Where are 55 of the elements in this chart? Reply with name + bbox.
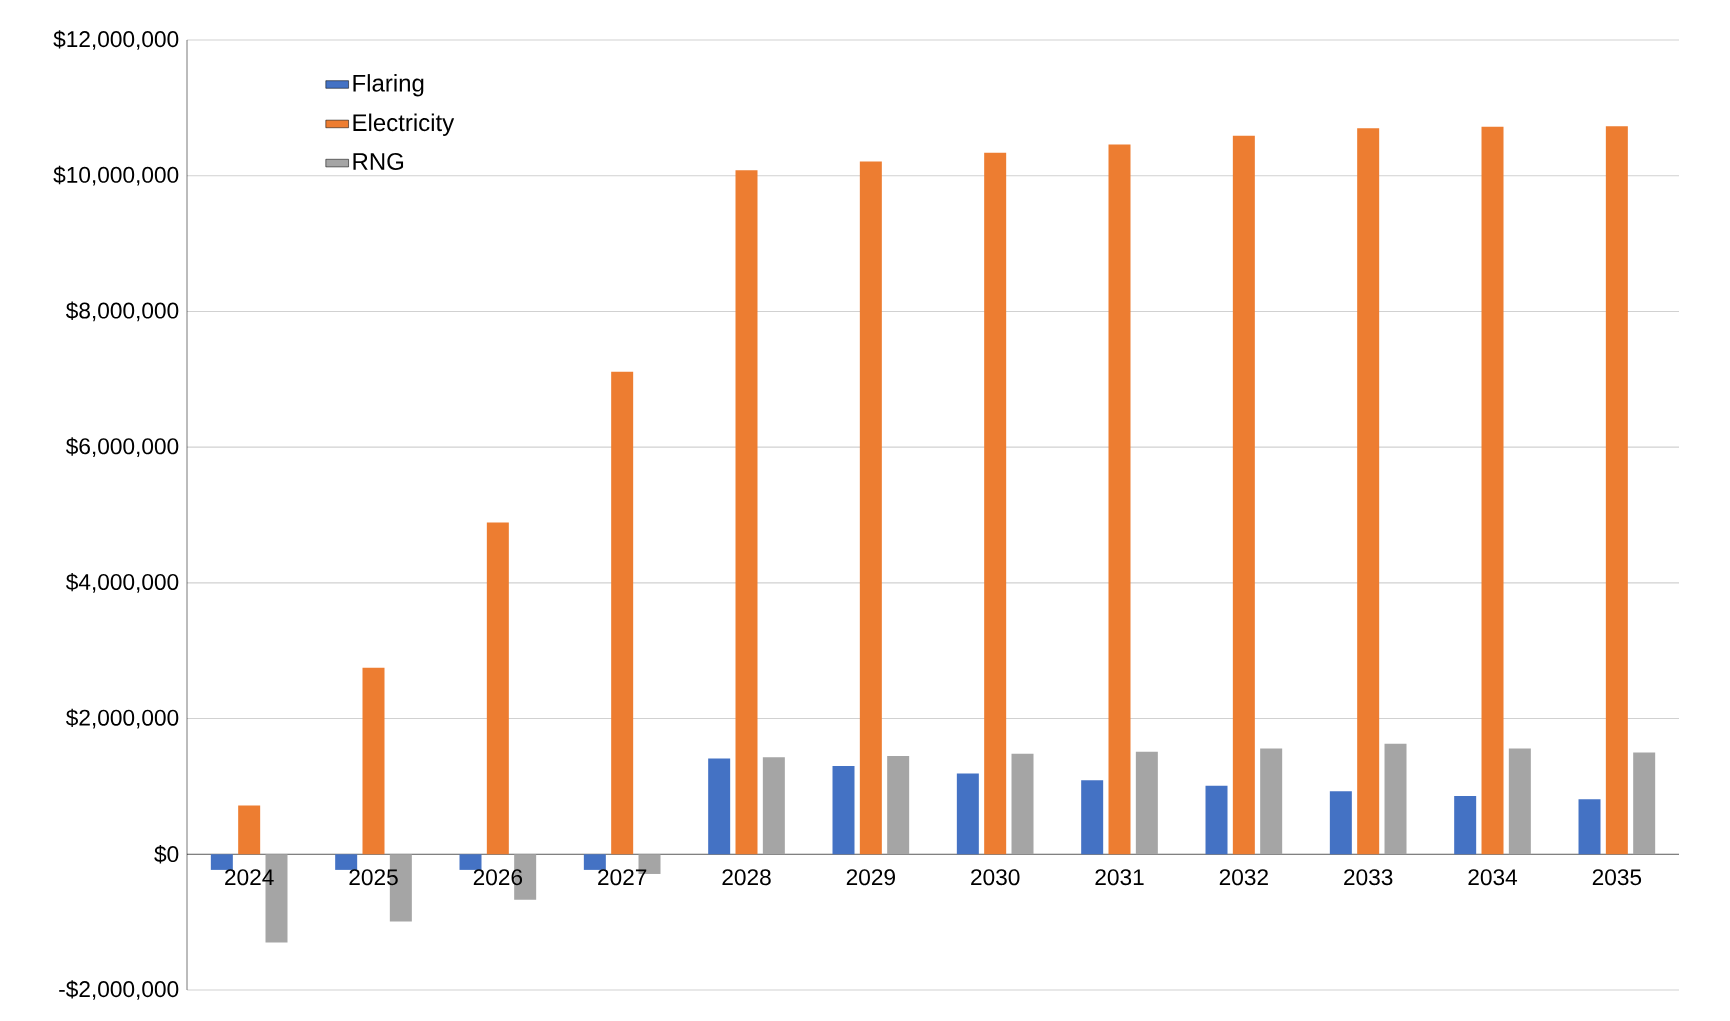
y-tick-label: $2,000,000 [65,708,179,729]
x-tick-label: 2030 [971,869,1020,886]
bar [1578,799,1601,855]
bar [1108,144,1131,855]
y-tick-label: $8,000,000 [65,301,179,322]
bar [1260,748,1283,855]
legend-label: RNG [353,152,404,170]
bar [887,755,910,855]
bar [1508,748,1531,855]
y-tick-label: $12,000,000 [53,30,179,50]
bar [1481,126,1504,855]
bar [859,161,882,855]
bar [708,758,731,855]
bar [956,773,979,855]
bar [1081,780,1104,855]
bar [1633,752,1656,855]
legend-label: Flaring [353,74,424,97]
bar [459,854,482,870]
y-tick-label: $10,000,000 [53,165,179,186]
bar [735,170,758,855]
bar [1384,743,1407,855]
bar [238,805,261,855]
legend-label: Electricity [353,113,455,136]
y-tick-label: $0 [154,845,179,864]
bar [1011,753,1034,855]
x-tick-label: 2035 [1592,869,1642,886]
bar [486,522,509,855]
bar [1329,791,1352,855]
x-tick-label: 2024 [225,869,274,886]
bar [1205,785,1228,855]
y-tick-label: -$2,000,000 [59,980,179,1000]
bar [762,757,785,855]
bar [583,854,606,870]
x-tick-label: 2032 [1219,869,1268,886]
x-tick-label: 2031 [1095,869,1144,886]
x-tick-label: 2034 [1468,869,1518,886]
bar [335,854,358,870]
y-tick-label: $4,000,000 [65,573,179,593]
bar [1605,126,1628,855]
bar [210,854,233,870]
bar [362,667,385,855]
x-tick-label: 2029 [846,869,895,886]
x-tick-label: 2033 [1344,869,1393,886]
x-tick-label: 2028 [722,869,771,886]
bar [1454,795,1477,855]
x-tick-label: 2027 [598,869,647,886]
bar [832,766,855,855]
bar [1135,751,1158,855]
y-tick-label: $6,000,000 [65,437,179,457]
bar [984,152,1007,855]
bar [611,371,634,855]
bar [1232,135,1255,855]
x-tick-label: 2026 [473,869,523,886]
bar [1357,128,1380,855]
x-tick-label: 2025 [349,869,398,886]
